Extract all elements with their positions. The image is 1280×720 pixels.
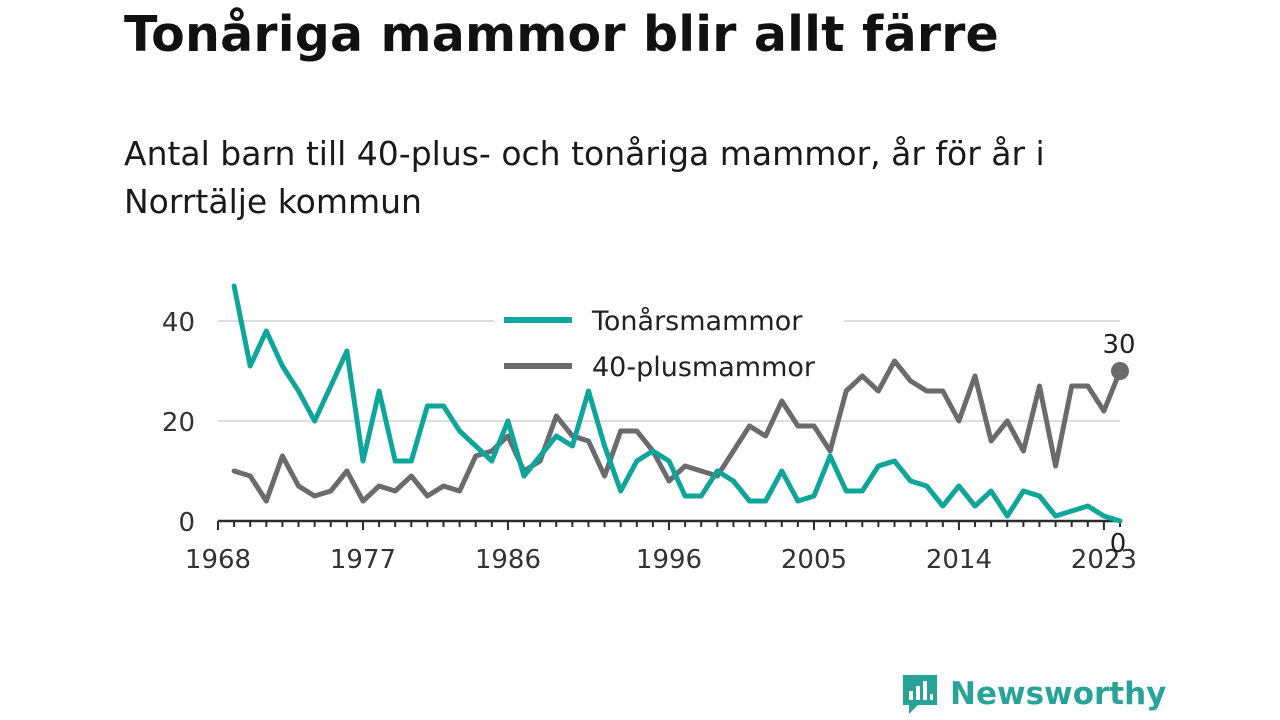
series-line-tonarsmammor bbox=[231, 283, 1123, 524]
y-tick-label: 0 bbox=[178, 508, 195, 538]
legend-box bbox=[494, 298, 844, 388]
x-tick-label: 2014 bbox=[926, 545, 992, 575]
x-tick-label: 2023 bbox=[1071, 545, 1137, 575]
x-tick-label: 1968 bbox=[185, 545, 251, 575]
y-tick-label: 40 bbox=[162, 308, 195, 338]
x-tick-label: 1986 bbox=[475, 545, 541, 575]
chart-title: Tonåriga mammor blir allt färre bbox=[124, 6, 999, 63]
legend-label: Tonårsmammor bbox=[591, 306, 803, 337]
end-point-40-plusmammor bbox=[1111, 362, 1129, 380]
legend-label: 40-plusmammor bbox=[592, 352, 816, 383]
chart-subtitle: Antal barn till 40-plus- och tonåriga ma… bbox=[124, 134, 1045, 221]
x-tick-label: 2005 bbox=[781, 545, 847, 575]
x-tick-label: 1996 bbox=[636, 545, 702, 575]
newsworthy-logo-icon bbox=[903, 675, 937, 714]
x-tick-label: 1977 bbox=[330, 545, 396, 575]
brand-name: Newsworthy bbox=[950, 676, 1167, 712]
brand-logo: Newsworthy bbox=[900, 668, 1166, 720]
end-label-40-plusmammor: 30 bbox=[1102, 330, 1135, 360]
end-label-tonarsmammor: 0 bbox=[1110, 529, 1127, 559]
y-tick-label: 20 bbox=[162, 408, 195, 438]
